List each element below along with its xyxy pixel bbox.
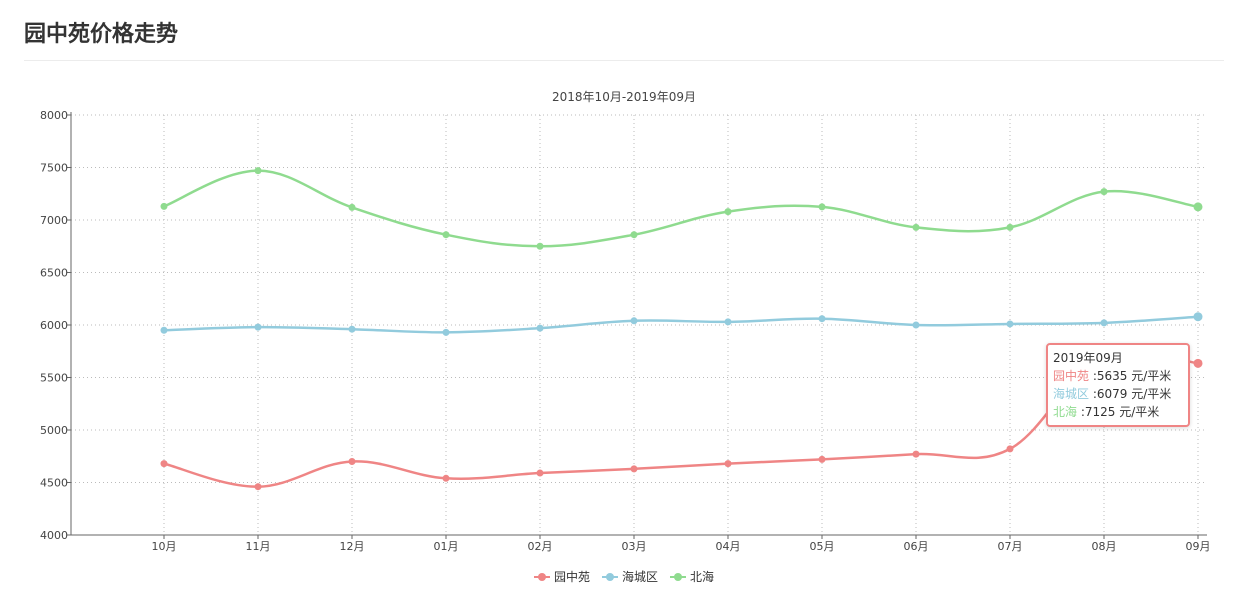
legend-marker — [533, 572, 550, 582]
series-line-1 — [163, 315, 1199, 334]
data-point — [818, 203, 826, 211]
tooltip-series-name: 园中苑 — [1053, 369, 1090, 383]
tooltip-series-name: 北海 — [1053, 405, 1078, 419]
data-point — [536, 242, 544, 250]
data-point — [912, 321, 920, 329]
data-point — [348, 325, 356, 333]
legend-marker — [670, 572, 686, 582]
tooltip-row: 北海 :7125 元/平米 — [1053, 403, 1183, 421]
legend-marker — [601, 572, 618, 582]
x-tick-label: 08月 — [1092, 540, 1117, 553]
x-tick-label: 05月 — [810, 540, 835, 553]
data-point — [1006, 445, 1014, 453]
data-point — [160, 202, 168, 210]
x-tick-label: 06月 — [904, 540, 929, 553]
tooltip-separator: : — [1089, 369, 1097, 383]
data-point — [254, 323, 262, 331]
data-point — [160, 326, 168, 334]
x-tick-label: 02月 — [528, 540, 553, 553]
chart-subtitle: 2018年10月-2019年09月 — [552, 90, 696, 104]
data-point — [1100, 319, 1108, 327]
data-point — [630, 317, 638, 325]
data-point — [254, 167, 262, 175]
data-point — [536, 469, 544, 477]
page-title: 园中苑价格走势 — [24, 22, 179, 47]
chart-legend: 园中苑 海城区 北海 — [0, 568, 1248, 585]
x-tick-label: 11月 — [246, 540, 271, 553]
data-point — [442, 328, 450, 336]
tooltip-header: 2019年09月 — [1053, 351, 1123, 365]
legend-label: 海城区 — [621, 570, 658, 584]
legend-item-beihai[interactable]: 北海 — [670, 568, 714, 585]
legend-item-haichengqu[interactable]: 海城区 — [601, 568, 658, 585]
data-point — [724, 208, 732, 216]
title-divider — [24, 60, 1224, 61]
data-point — [254, 483, 262, 491]
x-tick-label: 07月 — [998, 540, 1023, 553]
y-tick-label: 4000 — [40, 529, 68, 542]
x-tick-label: 04月 — [716, 540, 741, 553]
y-tick-label: 6500 — [40, 267, 68, 280]
y-tick-label: 4500 — [40, 477, 68, 490]
data-point — [442, 474, 450, 482]
tooltip-row: 海城区 :6079 元/平米 — [1053, 385, 1183, 403]
data-point — [724, 318, 732, 326]
data-point — [1193, 312, 1203, 322]
y-tick-label: 7500 — [40, 162, 68, 175]
tooltip-value: 7125 元/平米 — [1084, 405, 1160, 419]
data-point — [348, 203, 356, 211]
data-point — [160, 460, 168, 468]
data-point — [912, 223, 920, 231]
chart-tooltip: 2019年09月 园中苑 :5635 元/平米 海城区 :6079 元/平米 北… — [1046, 343, 1190, 427]
y-tick-label: 5000 — [40, 424, 68, 437]
tooltip-separator: : — [1089, 387, 1097, 401]
tooltip-separator: : — [1077, 405, 1085, 419]
data-point — [1006, 320, 1014, 328]
y-tick-label: 6000 — [40, 319, 68, 332]
y-tick-label: 5500 — [40, 372, 68, 385]
series-line-2 — [163, 169, 1199, 248]
legend-label: 北海 — [690, 570, 715, 584]
data-point — [1006, 223, 1014, 231]
data-point — [724, 460, 732, 468]
x-tick-label: 03月 — [622, 540, 647, 553]
x-tick-label: 10月 — [152, 540, 177, 553]
x-tick-label: 01月 — [434, 540, 459, 553]
tooltip-value: 6079 元/平米 — [1096, 387, 1172, 401]
legend-label: 园中苑 — [553, 570, 590, 584]
y-tick-label: 8000 — [40, 109, 68, 122]
data-point — [818, 315, 826, 323]
data-point — [1193, 358, 1203, 368]
tooltip-row: 园中苑 :5635 元/平米 — [1053, 367, 1183, 385]
data-point — [630, 231, 638, 239]
series-line-0 — [163, 347, 1199, 488]
data-point — [630, 465, 638, 473]
y-tick-label: 7000 — [40, 214, 68, 227]
legend-item-yuanzhongyuan[interactable]: 园中苑 — [533, 568, 590, 585]
data-point — [442, 231, 450, 239]
x-tick-label: 12月 — [340, 540, 365, 553]
x-tick-label: 09月 — [1186, 540, 1211, 553]
data-point — [536, 324, 544, 332]
data-point — [1100, 188, 1108, 196]
tooltip-series-name: 海城区 — [1053, 387, 1090, 401]
data-point — [1193, 202, 1203, 212]
tooltip-value: 5635 元/平米 — [1096, 369, 1172, 383]
data-point — [348, 458, 356, 465]
data-point — [912, 450, 920, 458]
data-point — [818, 455, 826, 463]
